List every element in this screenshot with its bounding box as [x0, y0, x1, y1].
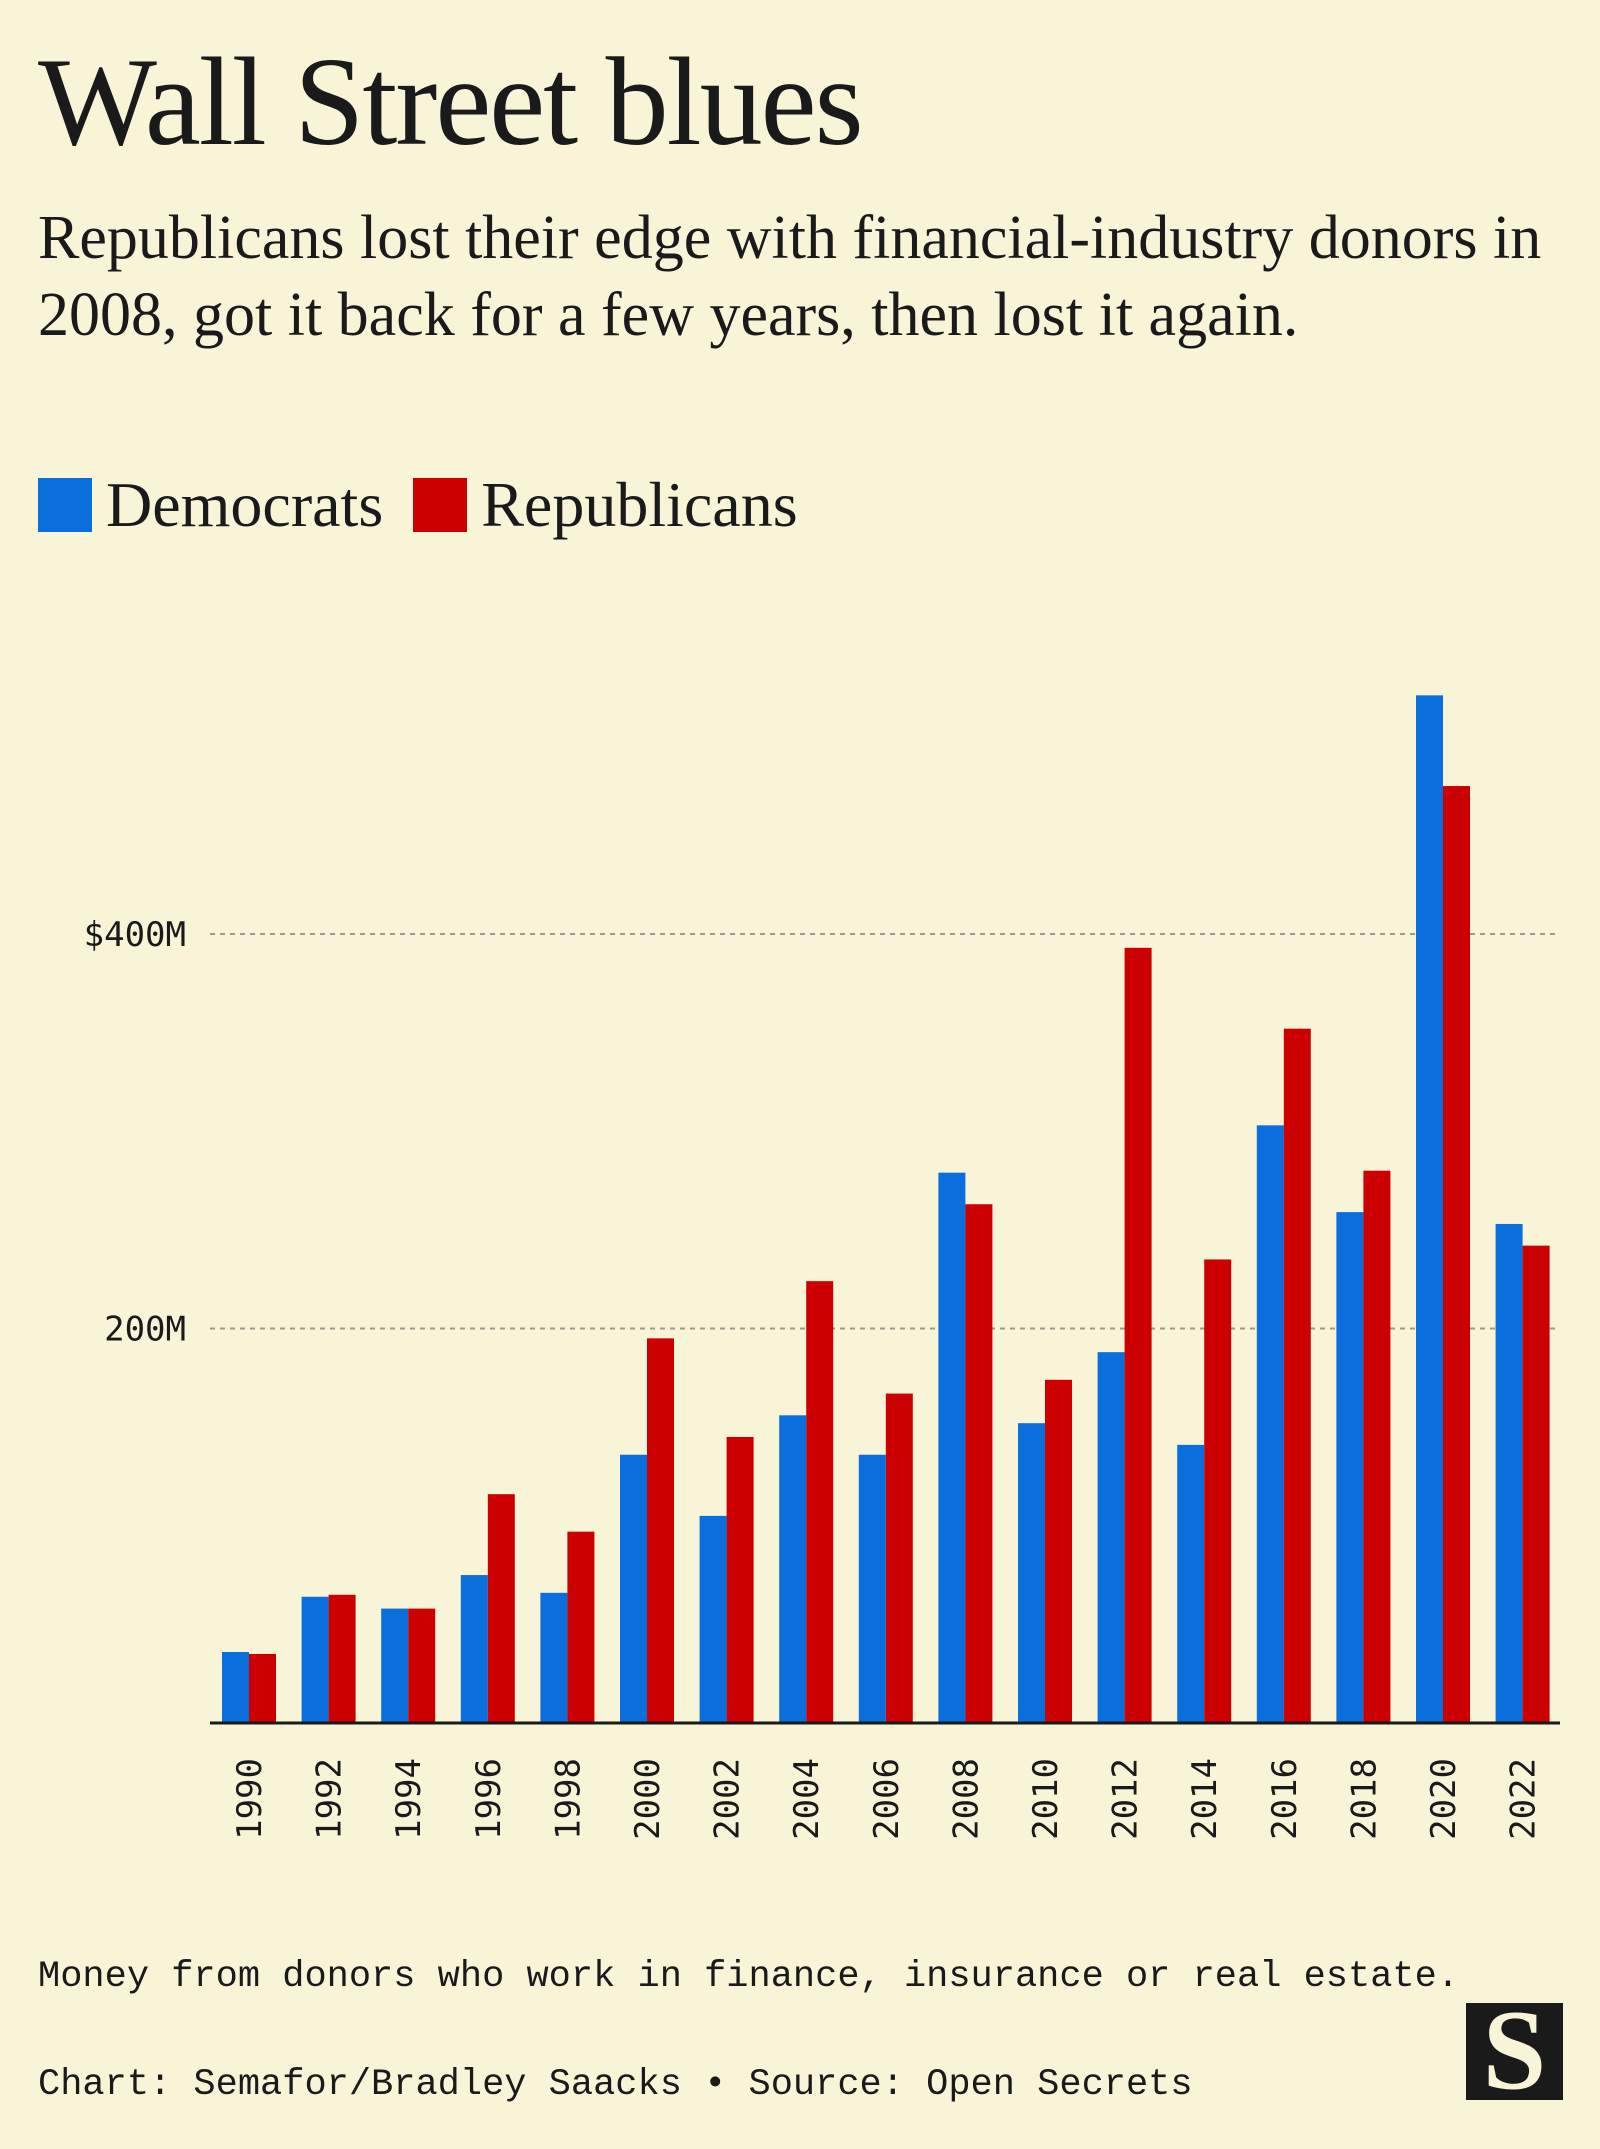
x-tick-label: 2008: [946, 1758, 986, 1840]
bar-democrats-1992: [301, 1596, 329, 1723]
bar-democrats-2006: [858, 1454, 886, 1723]
bar-democrats-2000: [620, 1454, 647, 1723]
x-tick-label: 2002: [708, 1758, 748, 1840]
bar-republicans-2006: [885, 1393, 913, 1723]
legend-item-republicans: Republicans: [413, 468, 798, 542]
bar-democrats-2004: [779, 1415, 807, 1723]
bar-democrats-2016: [1256, 1125, 1284, 1723]
y-tick-label: 200M: [104, 1310, 186, 1350]
bar-democrats-2022: [1495, 1223, 1523, 1723]
bar-republicans-2010: [1045, 1379, 1072, 1723]
x-tick-label: 2022: [1504, 1758, 1544, 1840]
bar-republicans-1990: [249, 1653, 276, 1723]
legend-item-democrats: Democrats: [38, 468, 383, 542]
bar-democrats-1996: [460, 1575, 488, 1723]
bar-republicans-2008: [965, 1204, 993, 1723]
legend: Democrats Republicans: [38, 468, 828, 542]
bar-democrats-1994: [381, 1608, 409, 1723]
x-tick-label: 2006: [867, 1758, 907, 1840]
bar-republicans-1998: [567, 1531, 595, 1723]
chart-title: Wall Street blues: [38, 33, 864, 172]
bar-republicans-1992: [328, 1594, 356, 1723]
legend-swatch-republicans: [413, 478, 468, 532]
legend-label-republicans: Republicans: [481, 469, 798, 540]
bar-democrats-2008: [938, 1172, 966, 1723]
bar-republicans-2000: [647, 1338, 674, 1723]
x-tick-label: 2012: [1106, 1758, 1146, 1840]
bar-republicans-2002: [726, 1436, 754, 1723]
x-tick-label: 1998: [548, 1758, 588, 1840]
bar-republicans-2020: [1443, 786, 1470, 1723]
chart-credit: Chart: Semafor/Bradley Saacks • Source: …: [38, 2064, 1193, 2106]
bar-republicans-1996: [487, 1494, 515, 1723]
bar-republicans-2016: [1283, 1028, 1311, 1723]
x-tick-label: 1996: [469, 1758, 509, 1840]
x-tick-label: 2010: [1026, 1758, 1066, 1840]
svg-text:S: S: [1483, 2003, 1547, 2100]
footnote: Money from donors who work in finance, i…: [38, 1956, 1460, 1998]
bar-republicans-2022: [1522, 1245, 1550, 1723]
x-tick-label: 2020: [1424, 1758, 1464, 1840]
y-tick-label: $400M: [84, 915, 186, 955]
bar-democrats-1998: [540, 1592, 568, 1723]
bar-chart: 200M $400M 1990 1992 1994 1996 1998 2000 2002 200…: [84, 695, 1560, 1840]
x-tick-label: 1994: [389, 1758, 429, 1840]
semafor-s-logo-icon: S: [1466, 2003, 1563, 2100]
bar-democrats-2018: [1336, 1212, 1364, 1723]
bar-republicans-2004: [806, 1281, 834, 1723]
bar-democrats-2010: [1018, 1423, 1045, 1723]
chart-subtitle: Republicans lost their edge with financi…: [38, 204, 1542, 349]
legend-label-democrats: Democrats: [106, 469, 384, 540]
legend-swatch-democrats: [38, 478, 92, 532]
bar-democrats-2014: [1177, 1444, 1205, 1723]
bar-republicans-2014: [1204, 1259, 1232, 1723]
x-tick-label: 2016: [1265, 1758, 1305, 1840]
bar-democrats-2012: [1097, 1352, 1125, 1723]
x-tick-label: 2004: [787, 1758, 827, 1840]
x-tick-label: 1990: [230, 1758, 270, 1840]
bar-democrats-2002: [699, 1515, 727, 1723]
x-tick-label: 2018: [1344, 1758, 1384, 1840]
bar-democrats-2020: [1416, 695, 1443, 1723]
bar-democrats-1990: [222, 1651, 249, 1723]
x-tick-label: 1992: [310, 1758, 350, 1840]
bar-republicans-1994: [408, 1608, 436, 1723]
bar-republicans-2018: [1363, 1170, 1391, 1723]
bar-republicans-2012: [1124, 947, 1152, 1723]
x-tick-label: 2000: [628, 1758, 668, 1840]
x-tick-label: 2014: [1185, 1758, 1225, 1840]
